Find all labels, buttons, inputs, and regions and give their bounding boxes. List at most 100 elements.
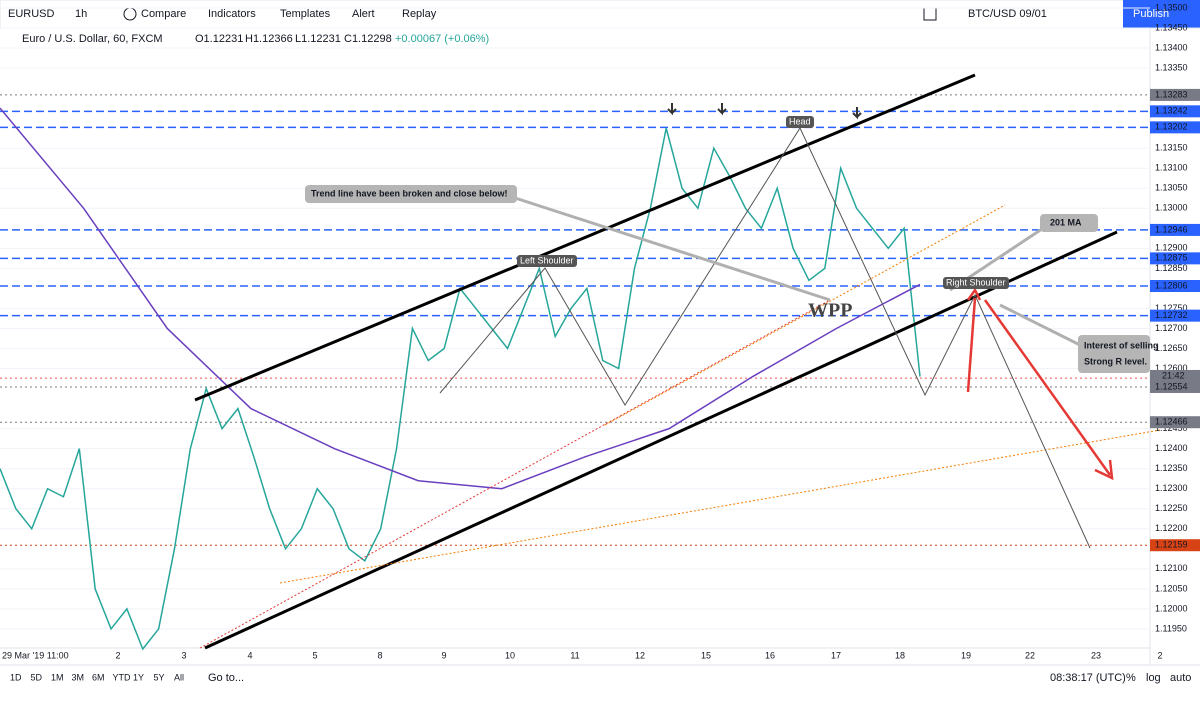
indicators[interactable]: Indicators	[208, 8, 256, 20]
log[interactable]: log	[1146, 672, 1161, 684]
red-arrows	[966, 287, 1114, 481]
y-tick-label: 1.12200	[1155, 523, 1188, 533]
range-button[interactable]: 1D	[10, 672, 22, 682]
price-label: 1.12466	[1155, 417, 1188, 427]
range-button[interactable]: 1Y	[133, 672, 144, 682]
x-tick-label: 2	[115, 650, 120, 660]
price-label-box	[1150, 223, 1200, 236]
price-label: 1.12946	[1155, 224, 1188, 234]
price-label: 1.12732	[1155, 310, 1188, 320]
callout-box	[305, 185, 517, 203]
price-label-box	[1150, 416, 1200, 429]
annotation: Interest of selling	[1084, 340, 1159, 350]
annotation: Trend line have been broken and close be…	[311, 188, 508, 198]
alert[interactable]: Alert	[352, 8, 375, 20]
goto[interactable]: Go to...	[208, 672, 244, 684]
orange-trend-2	[279, 429, 1161, 584]
price-label-box	[1150, 309, 1200, 322]
arrows-down	[667, 103, 862, 120]
x-tick-label: 17	[831, 650, 841, 660]
range-button[interactable]: All	[174, 672, 184, 682]
interval[interactable]: 1h	[75, 8, 87, 20]
y-tick-label: 1.13150	[1155, 143, 1188, 153]
legend: Euro / U.S. Dollar, 60, FXCM O1.12231 H1…	[22, 33, 489, 45]
range-button[interactable]: 3M	[72, 672, 85, 682]
price-label: 1.13283	[1155, 89, 1188, 99]
range-button[interactable]: 6M	[92, 672, 105, 682]
x-tick-label: 23	[1091, 650, 1101, 660]
range-button[interactable]: 5D	[31, 672, 43, 682]
replay[interactable]: Replay	[402, 8, 437, 20]
x-tick-label: 3	[181, 650, 186, 660]
x-tick-label: 15	[701, 650, 711, 660]
price-label: 1.13202	[1155, 122, 1188, 132]
legend-open: O1.12231	[195, 33, 243, 45]
x-tick-label: 29 Mar '19 11:00	[2, 650, 69, 660]
x-tick-label: 22	[1025, 650, 1035, 660]
auto[interactable]: auto	[1170, 672, 1191, 684]
label-box	[517, 255, 577, 267]
publish[interactable]: Publish	[1133, 8, 1169, 20]
publish-button[interactable]	[1123, 0, 1200, 28]
y-tick-label: 1.13500	[1155, 2, 1188, 12]
range-button[interactable]: YTD	[113, 672, 132, 682]
x-tick-label: 16	[765, 650, 775, 660]
x-tick-label: 12	[635, 650, 645, 660]
watch[interactable]: BTC/USD 09/01	[968, 8, 1047, 20]
price-label-box	[1150, 252, 1200, 265]
head-shoulders	[439, 126, 1091, 549]
x-tick-label: 11	[570, 650, 579, 660]
range-button[interactable]: 5Y	[154, 672, 165, 682]
y-tick-label: 1.12300	[1155, 483, 1188, 493]
y-tick-label: 1.12850	[1155, 263, 1188, 273]
ma-line	[0, 107, 921, 490]
price-label: 1.12806	[1155, 280, 1188, 290]
price-label-box	[1150, 380, 1200, 393]
orange-trend	[604, 204, 1006, 426]
price-label-box	[1150, 121, 1200, 134]
price-label: 1.12159	[1155, 540, 1188, 550]
y-tick-label: 1.11950	[1155, 623, 1187, 633]
x-tick-label: 8	[377, 650, 382, 660]
percent[interactable]: %	[1126, 672, 1136, 684]
price-label-box	[1150, 88, 1200, 101]
label-box	[786, 116, 814, 128]
compare[interactable]: Compare	[141, 8, 186, 20]
y-tick-label: 1.12350	[1155, 463, 1188, 473]
y-tick-label: 1.13350	[1155, 62, 1188, 72]
y-tick-label: 1.12100	[1155, 563, 1188, 573]
annotation: Left Shoulder	[520, 255, 574, 265]
price-label-box	[1150, 539, 1200, 552]
channel-top	[194, 73, 976, 402]
annotation: Right Shoulder	[946, 277, 1006, 287]
templates[interactable]: Templates	[280, 8, 331, 20]
x-tick-label: 2	[1157, 650, 1162, 660]
annotation: WPP	[808, 300, 852, 322]
x-tick-label: 5	[312, 650, 317, 660]
bottom-bar: Go to... 08:38:17 (UTC) % log auto 1D 5D 1…	[0, 664, 1200, 684]
symbol[interactable]: EURUSD	[8, 8, 55, 20]
dotted-trend	[199, 299, 831, 649]
y-tick-label: 1.12700	[1155, 323, 1188, 333]
price-label-box	[1150, 280, 1200, 293]
y-tick-label: 1.13100	[1155, 163, 1188, 173]
callout-lines	[511, 195, 1081, 347]
y-tick-label: 1.13400	[1155, 42, 1188, 52]
y-tick-label: 1.12050	[1155, 583, 1188, 593]
price-label-box	[1150, 105, 1200, 118]
y-tick-label: 1.12400	[1155, 443, 1188, 453]
legend-close: C1.12298	[344, 33, 392, 45]
legend-name: Euro / U.S. Dollar, 60, FXCM	[22, 33, 163, 45]
countdown: 21:42	[1162, 370, 1185, 380]
y-tick-label: 1.12250	[1155, 503, 1188, 513]
y-tick-label: 1.13050	[1155, 183, 1188, 193]
legend-change: +0.00067 (+0.06%)	[395, 33, 489, 45]
x-tick-label: 10	[505, 650, 515, 660]
x-tick-label: 19	[961, 650, 971, 660]
x-tick-label: 4	[247, 650, 252, 660]
annotation: 201 MA	[1050, 217, 1082, 227]
legend-high: H1.12366	[245, 33, 293, 45]
range-button[interactable]: 1M	[51, 672, 64, 682]
y-tick-label: 1.12600	[1155, 363, 1188, 373]
x-tick-label: 9	[441, 650, 446, 660]
